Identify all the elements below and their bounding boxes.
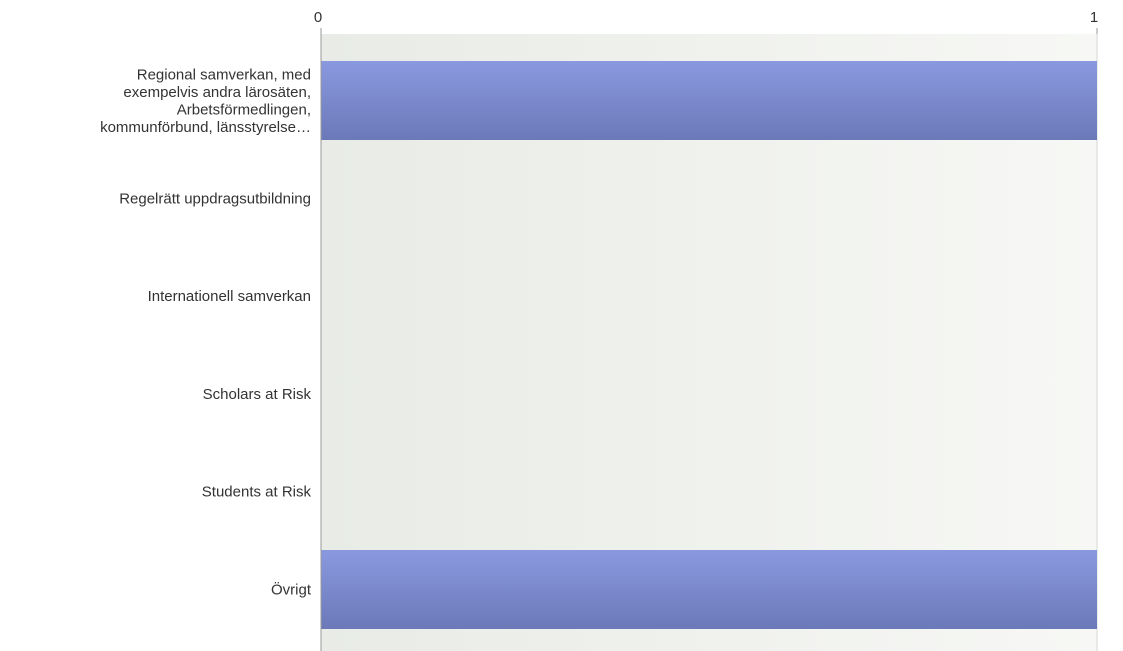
category-label-line: Övrigt (271, 581, 312, 599)
category-label-line: Students at Risk (202, 484, 312, 501)
category-label-internationell: Internationell samverkan (148, 288, 311, 305)
category-label-regional: Regional samverkan, med exempelvis andra … (100, 66, 311, 136)
category-label-line: exempelvis andra lärosäten, (123, 84, 311, 101)
category-label-line: Regional samverkan, med (137, 66, 311, 83)
category-label-line: kommunförbund, länsstyrelse… (100, 119, 311, 136)
bar-ovrigt (321, 550, 1097, 629)
bar-regional (321, 61, 1097, 140)
bars (321, 61, 1097, 629)
category-label-scholars: Scholars at Risk (203, 386, 312, 403)
x-tick-label: 0 (314, 9, 322, 26)
category-labels: Regional samverkan, med exempelvis andra … (100, 66, 312, 598)
x-tick-label: 1 (1090, 9, 1098, 26)
category-label-regelratt: Regelrätt uppdragsutbildning (119, 190, 311, 207)
category-label-line: Regelrätt uppdragsutbildning (119, 190, 311, 207)
category-label-ovrigt: Övrigt (271, 581, 312, 599)
category-label-line: Arbetsförmedlingen, (177, 101, 311, 118)
category-label-line: Scholars at Risk (203, 386, 312, 403)
category-label-students: Students at Risk (202, 484, 312, 501)
category-label-line: Internationell samverkan (148, 288, 311, 305)
